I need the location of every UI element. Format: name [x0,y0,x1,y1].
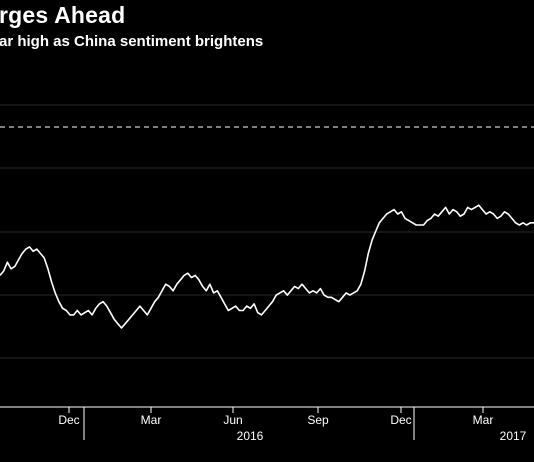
gridlines [0,104,534,359]
tick-labels: Dec Mar Jun Sep Dec Mar 2016 2017 [58,413,526,443]
year-label: 2017 [500,429,527,443]
x-tick-label: Mar [473,413,494,427]
series-line-0 [0,204,534,329]
x-tick-label: Dec [58,413,79,427]
x-axis [0,406,534,440]
year-label: 2016 [237,429,264,443]
x-tick-label: Dec [390,413,411,427]
chart-subtitle: ar high as China sentiment brightens [0,33,264,50]
series-layer [0,204,534,329]
x-tick-label: Sep [307,413,329,427]
x-tick-label: Jun [223,413,242,427]
x-tick-label: Mar [141,413,162,427]
chart-title: rges Ahead [0,2,126,28]
